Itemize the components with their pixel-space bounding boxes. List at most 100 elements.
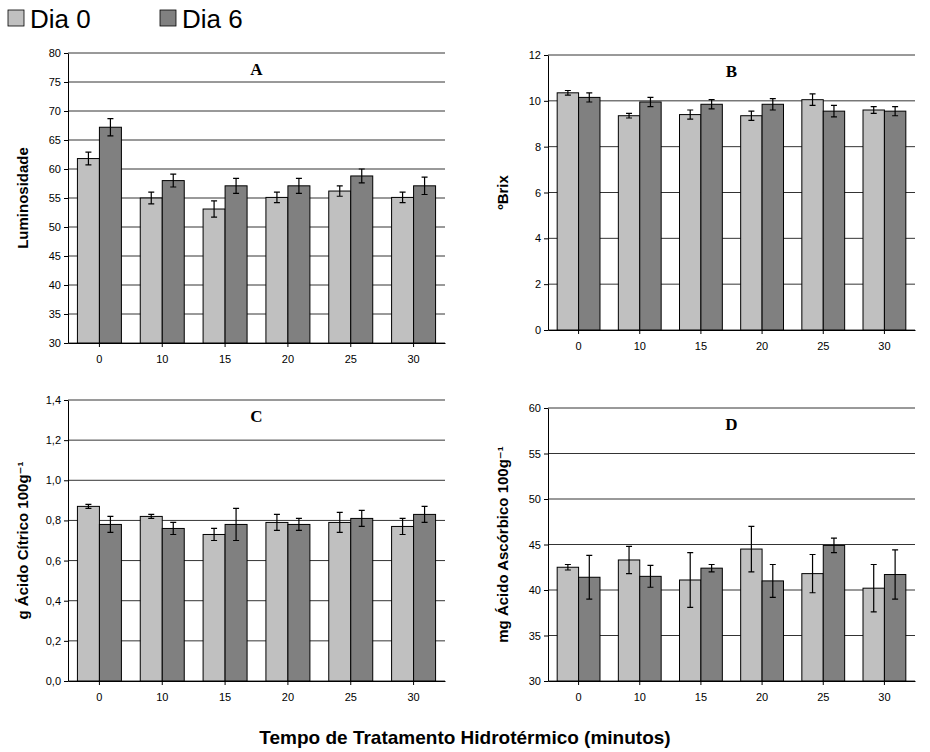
tick: 30 bbox=[407, 343, 419, 365]
tick-label: 0 bbox=[576, 691, 582, 703]
tick: 0,4 bbox=[46, 595, 68, 607]
bar bbox=[701, 568, 722, 681]
panel: 02468101201015202530BºBrix bbox=[494, 49, 916, 352]
error-bar bbox=[647, 97, 653, 106]
tick: 0,2 bbox=[46, 635, 68, 647]
tick: 55 bbox=[529, 448, 548, 460]
tick: 1,4 bbox=[46, 394, 68, 406]
tick-label: 0,6 bbox=[46, 555, 61, 567]
y-axis: 024681012 bbox=[529, 49, 549, 336]
error-bar bbox=[170, 174, 176, 187]
tick-mark bbox=[823, 330, 824, 334]
tick-label: 20 bbox=[282, 691, 294, 703]
tick: 6 bbox=[535, 187, 548, 199]
tick-label: 55 bbox=[529, 448, 541, 460]
tick: 35 bbox=[529, 630, 548, 642]
bar bbox=[288, 524, 310, 681]
tick-mark bbox=[64, 343, 68, 344]
bar bbox=[802, 100, 823, 330]
bar bbox=[162, 181, 184, 343]
tick-label: 70 bbox=[49, 105, 61, 117]
grid-line bbox=[68, 256, 445, 257]
tick-label: 2 bbox=[535, 278, 541, 290]
tick-label: 25 bbox=[817, 340, 829, 352]
tick-mark bbox=[225, 343, 226, 347]
tick: 30 bbox=[49, 337, 68, 349]
error-bar bbox=[586, 555, 592, 599]
tick-mark bbox=[64, 400, 68, 401]
axis-line bbox=[549, 330, 916, 331]
panel-title: C bbox=[250, 407, 262, 426]
legend: Dia 0Dia 6 bbox=[8, 4, 243, 34]
error-bar bbox=[626, 113, 632, 118]
tick-mark bbox=[413, 343, 414, 347]
bars bbox=[557, 91, 906, 330]
error-bar bbox=[359, 169, 365, 183]
bar bbox=[823, 111, 844, 330]
error-bar bbox=[337, 512, 343, 532]
grid-line bbox=[68, 285, 445, 286]
tick: 25 bbox=[345, 343, 357, 365]
tick: 10 bbox=[634, 681, 646, 703]
tick-label: 25 bbox=[817, 691, 829, 703]
bar bbox=[329, 191, 351, 343]
tick-label: 10 bbox=[634, 691, 646, 703]
tick-label: 0,0 bbox=[46, 675, 61, 687]
tick: 25 bbox=[817, 330, 829, 352]
bar bbox=[392, 197, 414, 343]
error-bar bbox=[565, 91, 571, 96]
grid-line bbox=[68, 681, 445, 682]
grid bbox=[548, 408, 915, 681]
tick-label: 12 bbox=[529, 49, 541, 61]
bar bbox=[823, 545, 844, 681]
tick: 50 bbox=[529, 493, 548, 505]
tick: 30 bbox=[878, 330, 890, 352]
y-axis: 30354045505560 bbox=[529, 402, 549, 687]
axis-line bbox=[68, 54, 69, 344]
bar bbox=[162, 528, 184, 681]
tick: 1,2 bbox=[46, 434, 68, 446]
error-bar bbox=[337, 186, 343, 196]
tick-mark bbox=[350, 681, 351, 685]
tick-label: 45 bbox=[49, 250, 61, 262]
tick-label: 10 bbox=[529, 95, 541, 107]
error-bar bbox=[770, 99, 776, 110]
grid-line bbox=[68, 227, 445, 228]
tick-mark bbox=[64, 681, 68, 682]
error-bar bbox=[233, 508, 239, 540]
grid-line bbox=[68, 480, 445, 481]
tick-mark bbox=[64, 198, 68, 199]
tick: 20 bbox=[756, 330, 768, 352]
panel: 303540455055606570758001015202530ALumino… bbox=[14, 47, 446, 365]
tick: 0 bbox=[576, 681, 582, 703]
axis-line bbox=[548, 409, 549, 682]
bar bbox=[288, 186, 310, 343]
tick-label: 1,0 bbox=[46, 474, 61, 486]
tick-label: 15 bbox=[219, 691, 231, 703]
tick-label: 20 bbox=[282, 353, 294, 365]
error-bar bbox=[810, 94, 816, 105]
tick-label: 0 bbox=[535, 324, 541, 336]
tick-mark bbox=[762, 681, 763, 685]
tick: 0 bbox=[535, 324, 548, 336]
tick-mark bbox=[287, 681, 288, 685]
error-bar bbox=[892, 107, 898, 116]
tick-mark bbox=[700, 330, 701, 334]
grid-line bbox=[68, 198, 445, 199]
error-bar bbox=[831, 105, 837, 116]
tick: 0 bbox=[96, 681, 102, 703]
bar bbox=[863, 110, 884, 330]
tick: 0,0 bbox=[46, 675, 68, 687]
grid-line bbox=[68, 169, 445, 170]
figure: Dia 0Dia 6303540455055606570758001015202… bbox=[0, 0, 930, 752]
tick-mark bbox=[544, 330, 548, 331]
tick-label: 20 bbox=[756, 340, 768, 352]
error-bar bbox=[709, 100, 715, 109]
bar bbox=[414, 186, 436, 343]
bar bbox=[741, 116, 762, 330]
panel-title: D bbox=[725, 415, 737, 434]
tick-label: 30 bbox=[878, 691, 890, 703]
tick: 10 bbox=[156, 681, 168, 703]
y-axis: 3035404550556065707580 bbox=[49, 47, 69, 349]
tick-mark bbox=[64, 314, 68, 315]
